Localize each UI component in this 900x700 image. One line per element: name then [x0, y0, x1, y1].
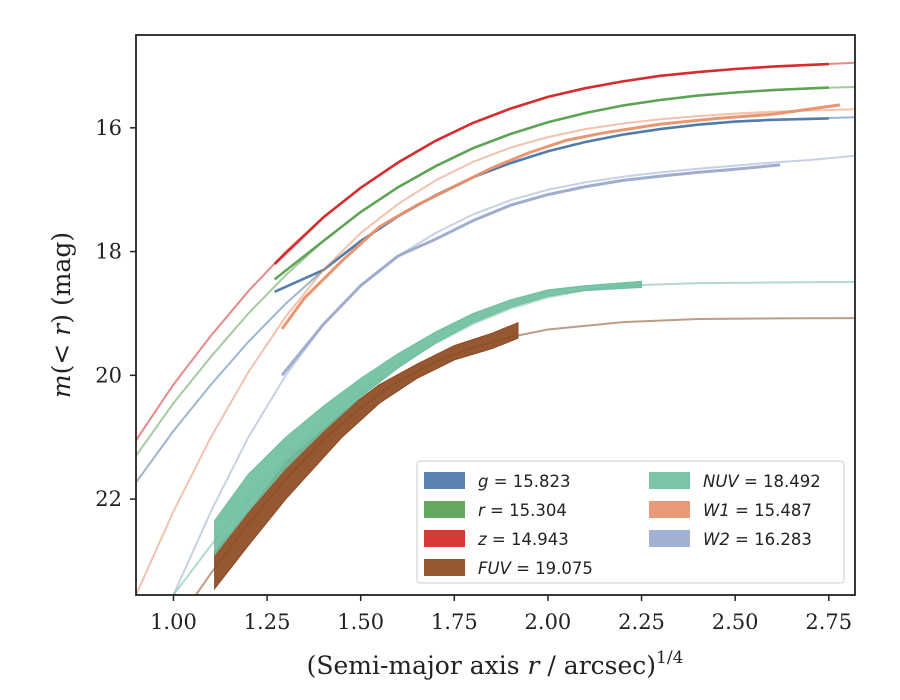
legend-label: FUV = 19.075: [478, 559, 593, 578]
series-g: [136, 116, 855, 483]
series-W2: [172, 154, 855, 595]
series-NUV: [172, 280, 855, 595]
legend-label: z = 14.943: [477, 530, 569, 549]
plot-frame: [135, 34, 856, 596]
legend-label: g = 15.823: [478, 472, 571, 491]
series-z-data-line: [273, 62, 829, 265]
legend-box: [416, 460, 845, 584]
legend-item-g: g = 15.823: [424, 472, 571, 491]
series-W2-model-line: [172, 154, 855, 595]
x-tick-label: 2.25: [618, 610, 665, 634]
x-tick-label: 1.25: [244, 610, 291, 634]
legend-swatch: [649, 501, 690, 518]
y-tick-label: 20: [95, 363, 122, 387]
series-z: [136, 61, 855, 441]
x-axis-label-variable: r: [528, 651, 542, 680]
legend-label: W1 = 15.487: [703, 501, 812, 520]
series-r: [136, 86, 855, 457]
y-tick-label: 22: [95, 487, 122, 511]
legend-swatch: [424, 559, 465, 576]
series-W1-data-line: [280, 103, 841, 330]
legend: g = 15.823 r = 15.304 z = 14.943 FUV = 19.0…: [416, 460, 845, 584]
legend-item-FUV: FUV = 19.075: [424, 559, 593, 578]
series-W1: [136, 103, 855, 595]
x-tick-label: 1.75: [431, 610, 478, 634]
legend-swatch: [424, 472, 465, 489]
y-axis-label-m: m: [47, 374, 76, 398]
x-tick-label: 1.50: [337, 610, 384, 634]
legend-label: r = 15.304: [478, 501, 567, 520]
legend-item-z: z = 14.943: [424, 530, 569, 549]
legend-swatch: [649, 472, 690, 489]
series-r-model-line: [136, 86, 855, 457]
x-axis-label: (Semi-major axis r / arcsec)1/4: [307, 648, 684, 680]
legend-item-NUV: NUV = 18.492: [649, 472, 821, 491]
legend-item-r: r = 15.304: [424, 501, 567, 520]
legend-swatch: [424, 501, 465, 518]
y-tick-label: 18: [95, 240, 122, 264]
legend-item-W1: W1 = 15.487: [649, 501, 812, 520]
legend-label: W2 = 16.283: [703, 530, 812, 549]
legend-label: NUV = 18.492: [703, 472, 821, 491]
y-axis-label-unit: ) (mag): [47, 232, 76, 324]
x-tick-label: 2.00: [525, 610, 572, 634]
plot-area: [136, 61, 855, 595]
legend-swatch: [424, 530, 465, 547]
series-NUV-band: [214, 280, 642, 557]
x-tick-label: 1.00: [150, 610, 197, 634]
x-axis-label-exponent: 1/4: [656, 648, 683, 668]
x-axis: 1.00 1.25 1.50 1.75 2.00 2.25 2.50 2.75: [150, 595, 852, 634]
series-z-model-line: [136, 61, 855, 441]
y-axis-label-open: (<: [47, 336, 76, 375]
series-r-data-line: [273, 86, 829, 281]
series-g-model-line: [136, 116, 855, 483]
legend-item-W2: W2 = 16.283: [649, 530, 812, 549]
y-axis: 16 18 20 22: [95, 116, 136, 511]
y-axis-label-r: r: [47, 322, 76, 336]
x-axis-label-prefix: (Semi-major axis: [307, 651, 528, 680]
y-axis-label: m(< r) (mag): [47, 232, 76, 398]
series-W2-data-line: [280, 163, 781, 377]
x-tick-label: 2.50: [712, 610, 759, 634]
series-W1-model-line: [136, 108, 855, 595]
y-tick-label: 16: [95, 116, 122, 140]
x-tick-label: 2.75: [805, 610, 852, 634]
legend-swatch: [649, 530, 690, 547]
x-axis-label-suffix: / arcsec): [539, 651, 656, 680]
